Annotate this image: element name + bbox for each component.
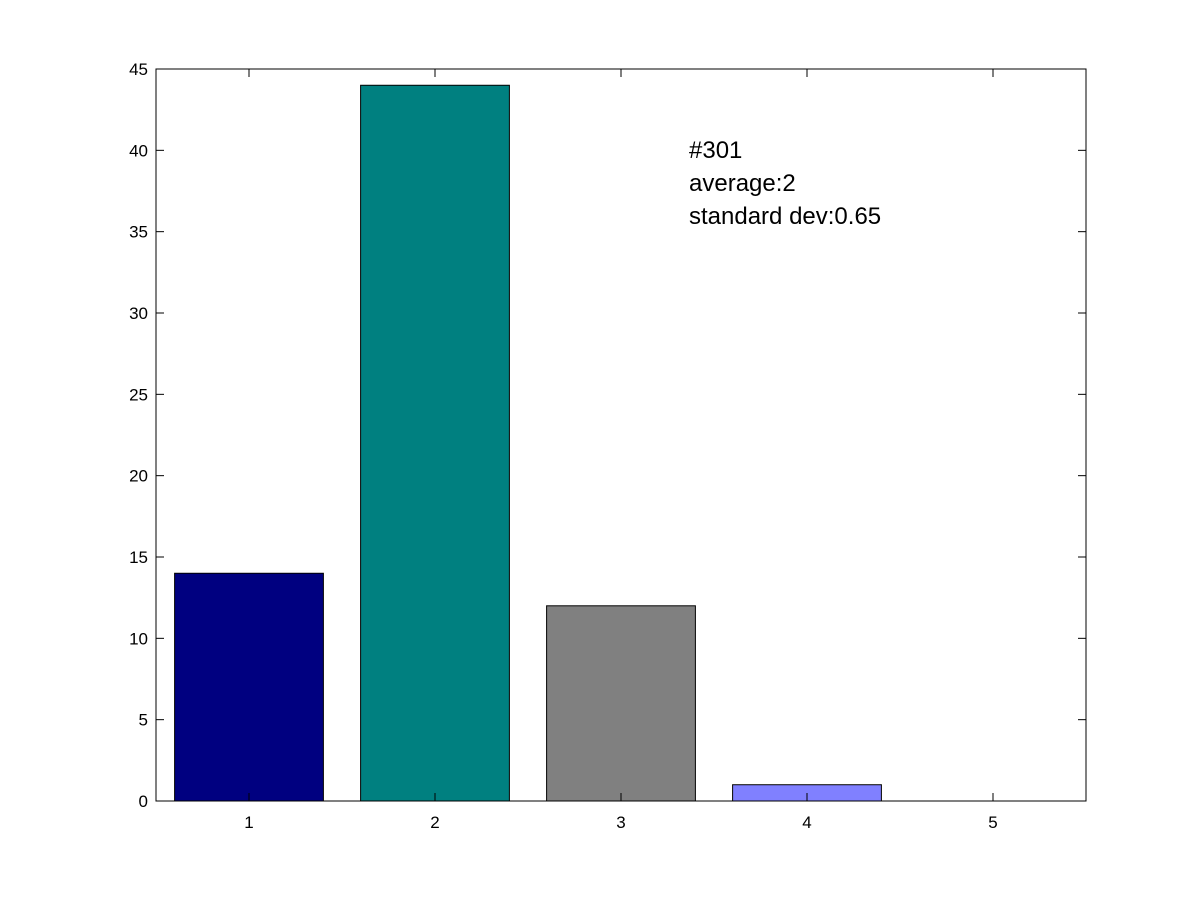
annotation-std-dev: standard dev:0.65 [689,203,881,230]
bars-group [174,84,882,802]
bar-3 [546,605,696,802]
x-tick-label: 2 [430,813,439,832]
x-tick-label: 3 [616,813,625,832]
bar-1 [174,572,324,802]
y-tick-label: 15 [129,548,148,567]
bar-2 [360,84,510,802]
y-tick-label: 0 [139,792,148,811]
y-tick-label: 10 [129,629,148,648]
annotation-average: average:2 [689,170,796,197]
x-tick-label: 4 [802,813,811,832]
y-tick-label: 30 [129,304,148,323]
y-tick-label: 20 [129,467,148,486]
annotation-id: #301 [689,137,742,164]
y-tick-label: 5 [139,711,148,730]
y-tick-label: 45 [129,60,148,79]
y-tick-label: 25 [129,385,148,404]
y-tick-label: 35 [129,223,148,242]
plot-frame [155,68,1087,802]
x-tick-label: 1 [244,813,253,832]
y-tick-label: 40 [129,141,148,160]
x-tick-label: 5 [988,813,997,832]
